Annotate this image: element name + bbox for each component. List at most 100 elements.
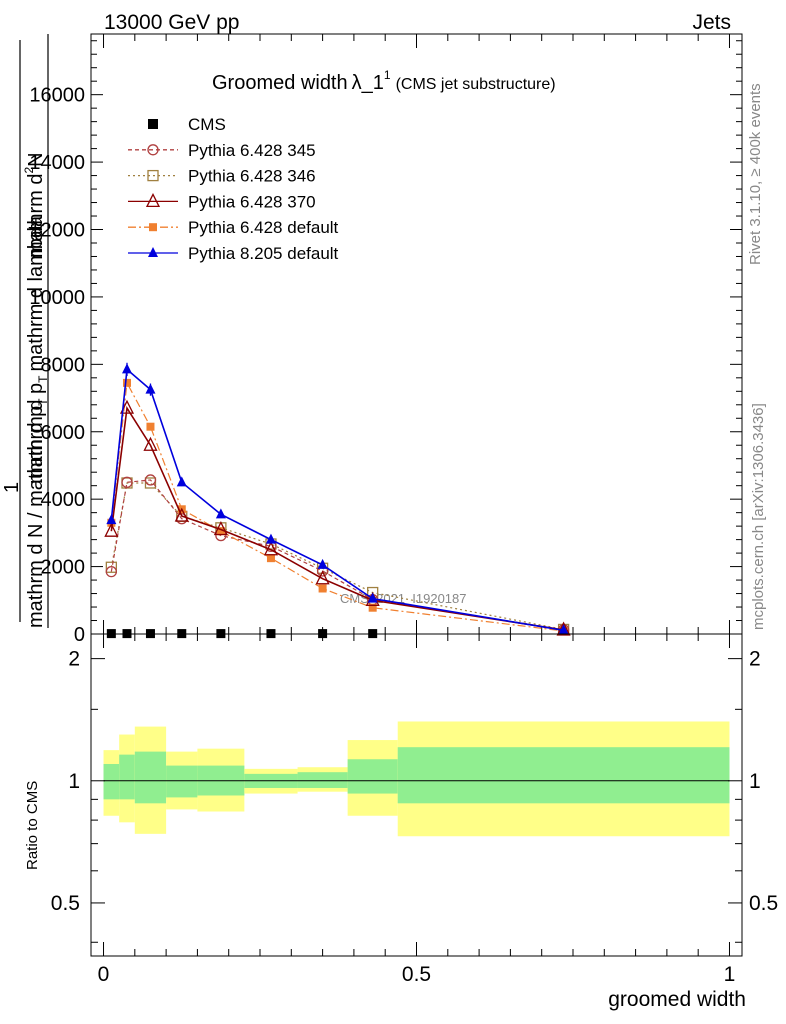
marker-p370: [213, 521, 228, 536]
marker-p8def: [145, 383, 156, 394]
series-layer: [104, 362, 571, 639]
marker-p8def: [176, 476, 187, 487]
marker-p8def: [106, 514, 117, 525]
legend-item-p6def: Pythia 6.428 default: [128, 218, 339, 237]
title-superscript: 1: [384, 68, 391, 82]
legend-label: Pythia 6.428 370: [188, 192, 316, 211]
ratio-y-tick-label: 1: [68, 770, 80, 793]
ratio-x-tick-label: 0.5: [402, 963, 431, 986]
marker-cms: [148, 119, 158, 129]
marker-p8def: [558, 624, 569, 635]
marker-p8def: [121, 363, 132, 374]
marker-p345: [144, 474, 157, 486]
ylabel-num-tail: N: [25, 152, 47, 166]
main-x-ticks: [103, 34, 730, 634]
marker-p345: [147, 144, 159, 156]
ratio-y-tick-label-right: 0.5: [749, 892, 778, 915]
main-y-axis-label: mathrm d2N mathrm d pTmathrm d lambda 1 …: [1, 34, 50, 628]
svg-text:mathrm d pTmathrm d lambda: mathrm d pTmathrm d lambda: [25, 215, 50, 484]
marker-p8def: [317, 558, 328, 569]
ratio-y-tick-label-right: 2: [749, 648, 761, 671]
legend-label: Pythia 6.428 345: [188, 141, 316, 160]
rivet-version-label: Rivet 3.1.10, ≥ 400k events: [747, 83, 764, 265]
legend-label: Pythia 8.205 default: [188, 244, 339, 263]
marker-p370: [119, 399, 135, 414]
title-sub: (CMS jet substructure): [396, 76, 556, 93]
ratio-band-inner: [103, 763, 120, 800]
marker-p345: [105, 565, 117, 578]
ratio-band-inner: [119, 754, 135, 800]
ratio-y-ticks: 0.5 0.5 1 1 2 2: [51, 648, 778, 943]
mcplots-label: mcplots.cern.ch [arXiv:1306.3436]: [750, 403, 767, 630]
main-y-ticks: 0 2000 4000 6000 8000 10000 12000 14000 16000: [29, 40, 742, 646]
marker-p346: [105, 561, 117, 573]
legend-label: Pythia 6.428 default: [188, 218, 339, 237]
svg-text:mathrm d2N: mathrm d2N: [22, 152, 47, 258]
ratio-y-axis-label: Ratio to CMS: [24, 781, 41, 870]
ratio-band-inner: [166, 765, 198, 798]
main-y-tick-label: 4000: [41, 489, 86, 511]
ratio-band-inner: [134, 751, 167, 804]
series-p345: [105, 474, 570, 636]
marker-p6def: [122, 378, 131, 387]
marker-p370: [145, 192, 161, 208]
marker-p6def: [149, 223, 157, 232]
main-y-tick-label: 0: [74, 624, 85, 646]
ylabel-num-top: mathrm d: [25, 174, 47, 258]
ratio-y-tick-label-right: 1: [749, 770, 761, 793]
marker-p8def: [367, 592, 378, 603]
legend-label: Pythia 6.428 346: [188, 167, 316, 186]
series-line-p8def: [110, 367, 564, 632]
series-line-p346: [110, 482, 564, 631]
marker-p370: [556, 621, 571, 636]
ratio-band-inner: [347, 759, 398, 794]
marker-p370: [315, 570, 330, 585]
ratio-band-inner: [397, 747, 730, 804]
ylabel-frac-bottom-sub: T: [36, 398, 50, 406]
series-line-p370: [110, 405, 564, 631]
marker-p6def: [318, 584, 327, 593]
marker-p8def: [265, 533, 276, 544]
ratio-x-ticks: 0 0.5 1: [98, 634, 736, 986]
series-p370: [104, 399, 571, 636]
ratio-bands: [103, 721, 730, 837]
main-y-tick-label: 14000: [29, 152, 85, 174]
legend-item-p345: Pythia 6.428 345: [128, 141, 316, 160]
main-y-tick-label: 10000: [29, 287, 85, 309]
ylabel-frac-top: 1: [1, 482, 23, 493]
category-label: Jets: [692, 11, 731, 34]
title-symbol: λ_1: [352, 72, 384, 94]
legend: CMS Pythia 6.428 345 Pythia 6.428 346 Pythi…: [128, 115, 339, 263]
series-line-p345: [110, 479, 564, 631]
marker-p6def: [216, 527, 225, 536]
legend-label: CMS: [188, 115, 226, 134]
x-axis-label: groomed width: [608, 988, 746, 1011]
main-y-tick-label: 6000: [41, 422, 86, 444]
legend-item-p8def: Pythia 8.205 default: [128, 244, 339, 263]
title-main: Groomed width: [212, 72, 348, 94]
marker-p6def: [266, 554, 275, 563]
ratio-x-tick-label: 0: [98, 963, 110, 986]
series-p8def: [106, 362, 569, 635]
ylabel-den-tail: mathrm d lambda: [25, 215, 47, 371]
legend-item-p346: Pythia 6.428 346: [128, 167, 316, 186]
ratio-x-tick-label: 1: [724, 963, 736, 986]
ratio-y-tick-label: 2: [68, 648, 80, 671]
ratio-band-inner: [297, 772, 348, 788]
ylabel-num-sup: 2: [22, 167, 36, 174]
ylabel-den-sub: T: [36, 375, 50, 383]
marker-p8def: [215, 508, 226, 519]
marker-p370: [174, 507, 189, 522]
plot-title: Groomed width λ_11 (CMS jet substructure): [212, 68, 556, 94]
marker-p370: [104, 522, 119, 537]
series-p6def: [107, 378, 568, 635]
ylabel-frac-bottom: mathrm d N / mathrm d p: [25, 406, 47, 628]
svg-text:mathrm d N / mathrm d pT: mathrm d N / mathrm d pT: [25, 398, 50, 628]
main-y-tick-label: 12000: [29, 220, 85, 242]
main-y-tick-label: 2000: [41, 557, 86, 579]
marker-p8def: [148, 247, 158, 257]
marker-p346: [147, 169, 159, 182]
marker-p6def: [146, 422, 155, 431]
